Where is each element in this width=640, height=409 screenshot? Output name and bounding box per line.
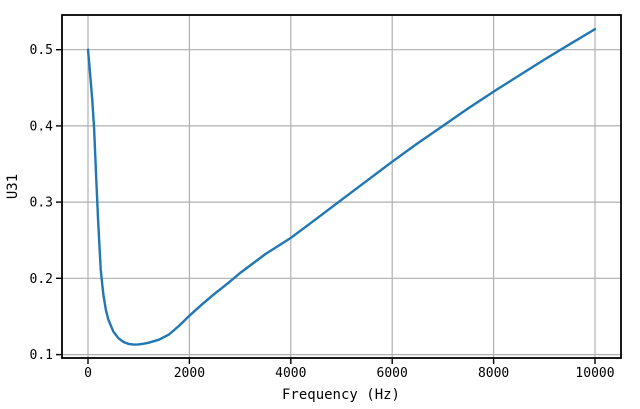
- y-tick-label: 0.1: [30, 348, 53, 363]
- y-tick-label: 0.2: [30, 272, 53, 287]
- x-tick-label: 2000: [174, 366, 205, 381]
- plot-frame: [61, 14, 622, 359]
- y-tick-label: 0.4: [30, 119, 54, 134]
- tick-labels: 0 2000 4000 6000 8000 10000 0.1 0.2 0.3 0.4 0.5: [30, 43, 615, 381]
- x-tick-label: 0: [84, 366, 92, 381]
- y-axis-label: U31: [5, 174, 21, 199]
- x-tick-label: 8000: [478, 366, 509, 381]
- axes-frame: [61, 14, 622, 359]
- x-tick-label: 6000: [377, 366, 408, 381]
- grid-layer: [62, 15, 621, 358]
- y-tick-label: 0.5: [30, 43, 53, 58]
- x-axis-label: Frequency (Hz): [282, 387, 400, 403]
- tick-marks: [56, 49, 596, 364]
- series-line-u31: [86, 27, 597, 346]
- y-tick-label: 0.3: [30, 196, 53, 211]
- x-tick-label: 4000: [275, 366, 306, 381]
- x-tick-label: 10000: [575, 366, 614, 381]
- data-series: [86, 27, 597, 346]
